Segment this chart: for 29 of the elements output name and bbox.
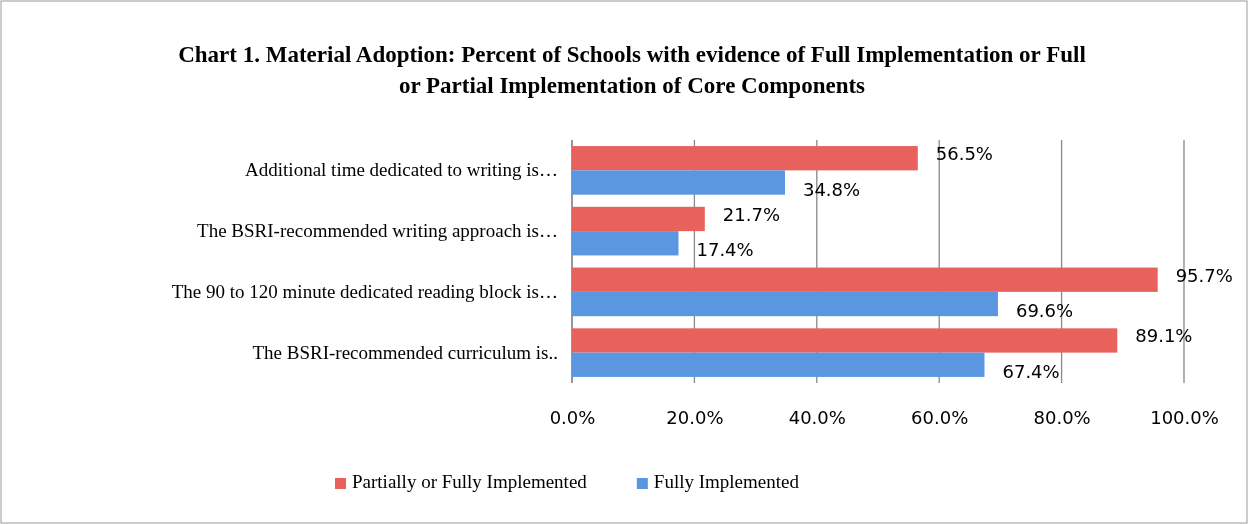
data-label: 69.6% [1015, 300, 1074, 322]
legend-label: Fully Implemented [653, 471, 800, 493]
x-tick-label: 40.0% [788, 406, 846, 428]
bar [572, 146, 918, 171]
y-tick-label: Additional time dedicated to writing is… [245, 159, 558, 181]
bar [572, 291, 998, 317]
x-tick-label: 60.0% [911, 406, 969, 428]
data-label: 34.8% [802, 178, 861, 200]
y-tick-label: The 90 to 120 minute dedicated reading block is… [171, 280, 558, 302]
x-tick-label: 100.0% [1150, 406, 1219, 428]
chart-title: Chart 1. Material Adoption: Percent of Schools with evidence of Full Implementation or Full or Partial Implementation of Core Components [178, 42, 1086, 98]
bar [572, 328, 1118, 353]
bar [572, 231, 679, 256]
data-label: 17.4% [696, 239, 754, 261]
data-label: 67.4% [1002, 360, 1060, 382]
bar [572, 206, 705, 232]
data-label: 89.1% [1135, 325, 1193, 347]
bar [572, 170, 785, 195]
data-label: 56.5% [935, 143, 993, 165]
data-label: 95.7% [1175, 264, 1233, 286]
bar [572, 352, 985, 377]
x-tick-label: 80.0% [1033, 406, 1091, 428]
bar [572, 267, 1158, 292]
legend-label: Partially or Fully Implemented [352, 471, 588, 493]
x-tick-label: 0.0% [549, 406, 596, 428]
y-tick-label: The BSRI-recommended curriculum is.. [252, 341, 558, 363]
data-label: 21.7% [722, 203, 780, 225]
x-tick-label: 20.0% [666, 406, 724, 428]
y-tick-label: The BSRI-recommended writing approach is… [197, 220, 558, 242]
